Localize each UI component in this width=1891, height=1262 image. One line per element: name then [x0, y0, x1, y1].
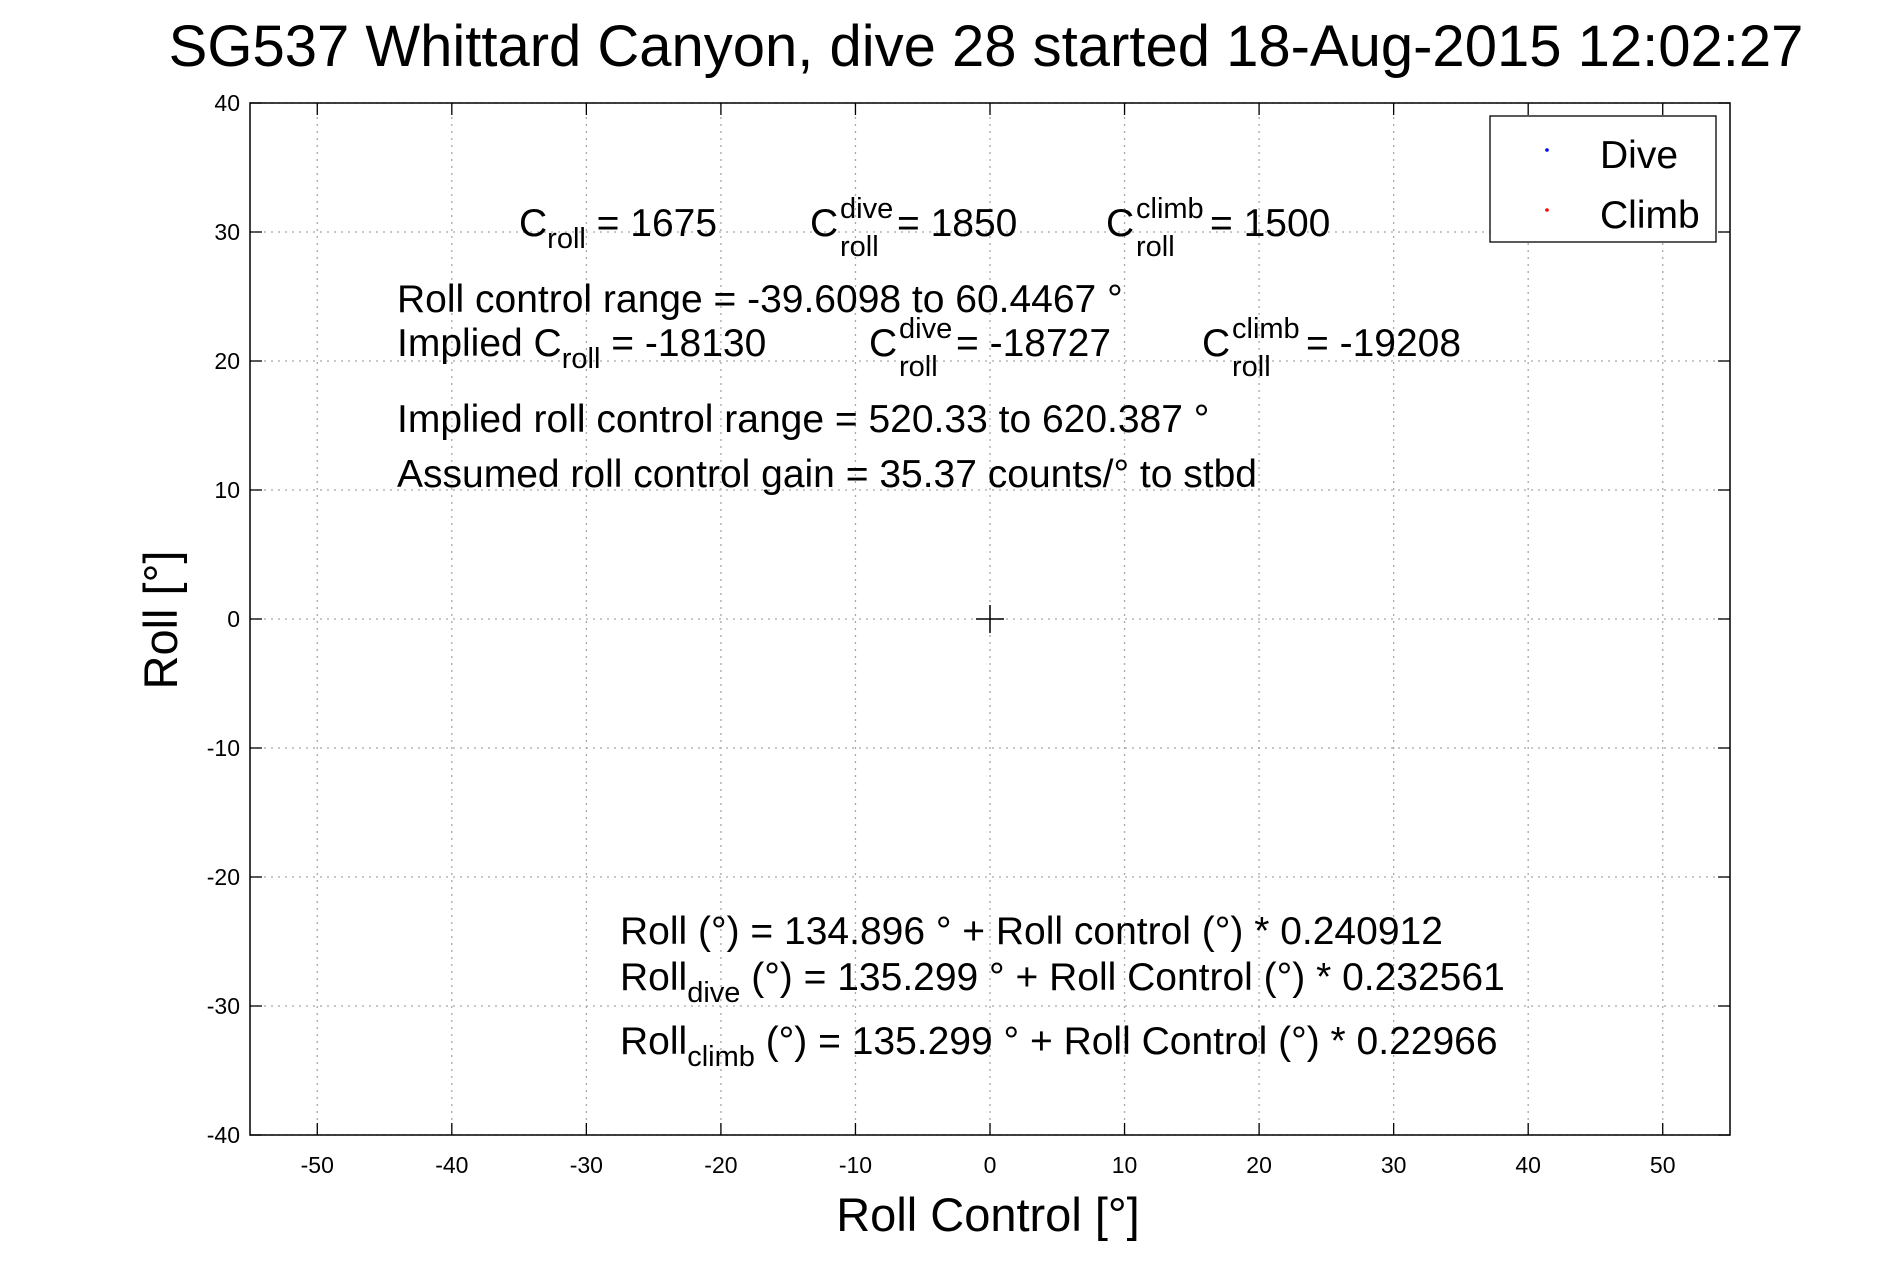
fit-dive-rest: (°) = 135.299 ° + Roll Control (°) * 0.2… — [740, 956, 1504, 999]
c-roll-climb-base: C — [1106, 202, 1134, 245]
center-cross-marker — [976, 605, 1004, 633]
y-tick-label: -10 — [207, 735, 240, 761]
implied-c-roll-sub: roll — [562, 343, 601, 375]
x-tick-label: 10 — [1112, 1152, 1138, 1178]
x-tick-label: 50 — [1650, 1152, 1676, 1178]
c-roll-dive-sup: dive — [840, 193, 893, 225]
fit-dive-base: Roll — [620, 956, 687, 999]
x-tick-label: -20 — [704, 1152, 737, 1178]
x-axis-title: Roll Control [°] — [836, 1188, 1140, 1241]
implied-c-roll-dive-value: = -18727 — [956, 322, 1111, 365]
c-roll-climb-annotation: C — [1106, 202, 1134, 245]
fit-all-text: Roll (°) = 134.896 ° + Roll control (°) … — [620, 910, 1443, 953]
y-axis-title: Roll [°] — [134, 551, 187, 690]
fit-dive-sub: dive — [687, 977, 740, 1009]
legend: Dive Climb — [1489, 115, 1717, 243]
fit-climb-rest: (°) = 135.299 ° + Roll Control (°) * 0.2… — [755, 1020, 1498, 1063]
c-roll-dive-annotation: C — [810, 202, 838, 245]
fit-dive-annotation: Rolldive (°) = 135.299 ° + Roll Control … — [620, 956, 1505, 1009]
legend-dive-label: Dive — [1600, 134, 1678, 177]
c-roll-base: C — [519, 202, 547, 245]
c-roll-dive-base: C — [810, 202, 838, 245]
y-tick-label: -30 — [207, 993, 240, 1019]
implied-c-roll-prefix: Implied C — [397, 322, 562, 365]
y-tick-label: 30 — [214, 219, 240, 245]
legend-climb-label: Climb — [1600, 194, 1700, 237]
x-tick-label: 20 — [1246, 1152, 1272, 1178]
fit-climb-sub: climb — [687, 1041, 755, 1073]
y-tick-label: 40 — [214, 90, 240, 116]
fit-climb-base: Roll — [620, 1020, 687, 1063]
c-roll-value: = 1675 — [586, 202, 717, 245]
tick-label-layer: -50 -40 -30 -20 -10 0 10 20 30 40 50 -40 -30 -20 -10 0 1… — [207, 90, 1676, 1178]
c-roll-sub: roll — [547, 223, 586, 255]
y-tick-label: 0 — [227, 606, 240, 632]
implied-c-roll-dive-sub: roll — [899, 351, 938, 383]
gain-text: Assumed roll control gain = 35.37 counts… — [397, 453, 1257, 496]
chart-title: SG537 Whittard Canyon, dive 28 started 1… — [169, 14, 1804, 79]
c-roll-annotation: Croll = 1675 — [519, 202, 717, 255]
c-roll-dive-value: = 1850 — [897, 202, 1017, 245]
implied-c-roll-climb-sub: roll — [1232, 351, 1271, 383]
implied-c-roll-dive-sup: dive — [899, 313, 952, 345]
x-tick-label: 30 — [1381, 1152, 1407, 1178]
implied-c-roll-value: = -18130 — [600, 322, 766, 365]
x-tick-label: -40 — [435, 1152, 468, 1178]
c-roll-dive-sub: roll — [840, 231, 879, 263]
legend-climb-marker — [1545, 208, 1549, 212]
implied-c-roll-climb-base: C — [1202, 322, 1230, 365]
y-tick-label: -20 — [207, 864, 240, 890]
legend-box — [1489, 115, 1717, 243]
x-tick-label: 40 — [1515, 1152, 1541, 1178]
plot-area-frame — [249, 102, 1731, 1136]
x-tick-label: -30 — [570, 1152, 603, 1178]
c-roll-climb-sup: climb — [1136, 193, 1204, 225]
y-tick-label: 10 — [214, 477, 240, 503]
roll-control-range-text: Roll control range = -39.6098 to 60.4467… — [397, 278, 1123, 321]
x-tick-label: 0 — [984, 1152, 997, 1178]
implied-c-roll-climb-value: = -19208 — [1306, 322, 1461, 365]
c-roll-climb-value: = 1500 — [1210, 202, 1330, 245]
y-tick-label: 20 — [214, 348, 240, 374]
x-tick-label: -50 — [301, 1152, 334, 1178]
x-tick-label: -10 — [839, 1152, 872, 1178]
implied-c-roll-climb-sup: climb — [1232, 313, 1300, 345]
implied-c-roll-dive-base: C — [869, 322, 897, 365]
fit-climb-annotation: Rollclimb (°) = 135.299 ° + Roll Control… — [620, 1020, 1498, 1073]
c-roll-climb-sub: roll — [1136, 231, 1175, 263]
implied-c-roll-annotation: Implied Croll = -18130 — [397, 322, 766, 375]
implied-range-text: Implied roll control range = 520.33 to 6… — [397, 398, 1209, 441]
y-tick-label: -40 — [207, 1122, 240, 1148]
legend-dive-marker — [1545, 148, 1549, 152]
